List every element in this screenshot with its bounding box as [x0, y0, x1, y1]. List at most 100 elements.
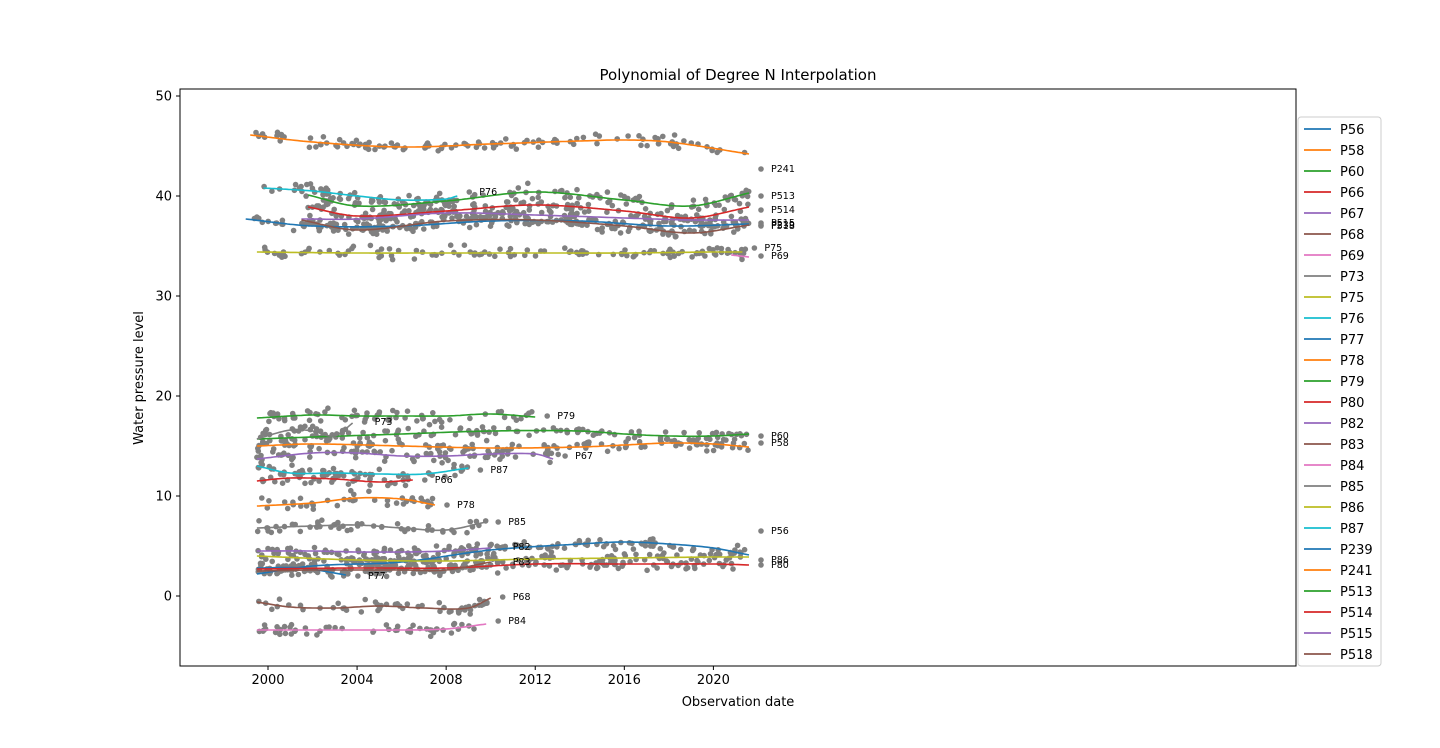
observation-point: [320, 204, 327, 211]
observation-point: [345, 481, 352, 488]
observation-point: [448, 630, 455, 636]
observation-point: [297, 424, 304, 430]
series-end-label-p56: P56: [771, 526, 789, 537]
observation-point: [644, 142, 650, 149]
observation-point: [451, 529, 457, 536]
series-line-p518: [301, 218, 750, 234]
observation-point: [622, 552, 629, 559]
observation-point: [302, 480, 308, 487]
observation-point: [276, 528, 283, 534]
observation-point: [622, 247, 628, 253]
observation-point: [718, 245, 725, 252]
series-line-p515: [301, 212, 749, 221]
observation-point: [344, 556, 351, 562]
observation-point: [349, 245, 355, 252]
observation-point: [716, 551, 723, 558]
series-line-p76: [263, 187, 458, 201]
observation-point: [299, 561, 306, 567]
observation-point: [358, 609, 365, 615]
observation-point: [483, 437, 490, 444]
observation-point: [466, 224, 473, 231]
observation-point: [561, 545, 568, 551]
observation-point: [741, 546, 748, 553]
observation-point: [447, 417, 453, 423]
observation-point: [668, 219, 675, 225]
observation-point: [395, 570, 402, 577]
observation-point: [467, 518, 474, 525]
observation-point: [437, 608, 443, 615]
observation-point: [291, 437, 298, 444]
observation-point: [303, 631, 310, 637]
observation-point: [316, 227, 323, 234]
observation-point: [395, 247, 402, 254]
observation-point: [365, 146, 372, 153]
plot-area-frame: [179, 88, 1297, 667]
observation-point: [745, 201, 751, 208]
observation-point: [630, 253, 637, 260]
observation-point: [259, 495, 265, 501]
observation-point: [292, 181, 299, 188]
observation-point: [381, 207, 387, 214]
y-tick-label: 10: [155, 490, 172, 505]
observation-point: [663, 558, 670, 564]
observation-point: [702, 253, 708, 259]
observation-point: [411, 256, 418, 262]
observation-point: [369, 197, 376, 204]
observation-point: [282, 253, 288, 260]
observation-point: [392, 216, 399, 222]
y-tick-label: 0: [164, 590, 172, 605]
observation-point: [319, 472, 326, 479]
observation-point: [263, 426, 270, 433]
observation-point: [574, 441, 580, 448]
observation-point: [381, 548, 387, 554]
series-end-label-p241: P241: [771, 164, 795, 175]
observation-point: [741, 440, 748, 447]
observation-point: [542, 450, 549, 457]
observation-point: [454, 213, 460, 220]
observation-point: [396, 439, 403, 446]
observation-point: [678, 546, 684, 553]
observation-point: [383, 622, 390, 628]
observation-point: [400, 501, 407, 507]
legend-label-p79: P79: [1340, 375, 1364, 390]
observation-point: [282, 630, 289, 637]
observation-point: [383, 573, 390, 580]
observation-point: [307, 135, 314, 141]
observation-point: [594, 564, 601, 571]
observation-point: [535, 144, 542, 150]
series-line-p69: [731, 254, 750, 258]
observation-point: [367, 242, 374, 249]
observation-point: [467, 415, 473, 422]
legend-label-p76: P76: [1340, 312, 1364, 327]
observation-point: [420, 553, 427, 559]
observation-point: [464, 529, 470, 536]
observation-point: [707, 436, 713, 443]
observation-point: [336, 136, 343, 143]
observation-point: [263, 556, 269, 562]
observation-point: [758, 528, 764, 534]
observation-point: [351, 189, 358, 196]
observation-point: [476, 596, 483, 603]
observation-point: [616, 445, 622, 452]
observation-point: [525, 180, 531, 187]
x-tick-label: 2004: [341, 673, 374, 688]
series-line-p85: [256, 521, 487, 532]
observation-point: [435, 551, 441, 557]
observation-point: [332, 624, 338, 631]
observation-point: [681, 138, 687, 144]
observation-point: [269, 606, 275, 613]
observation-point: [414, 418, 420, 424]
observation-point: [394, 623, 401, 630]
observation-point: [574, 200, 580, 207]
observation-point: [351, 491, 357, 498]
observation-point: [254, 528, 261, 535]
observation-point: [311, 544, 318, 551]
observation-point: [506, 208, 513, 214]
observation-point: [256, 518, 262, 524]
observation-point: [386, 246, 393, 252]
observation-point: [279, 480, 286, 487]
series-line-p513: [307, 191, 750, 208]
observation-point: [404, 452, 410, 459]
observation-point: [457, 426, 463, 432]
observation-point: [690, 197, 697, 203]
